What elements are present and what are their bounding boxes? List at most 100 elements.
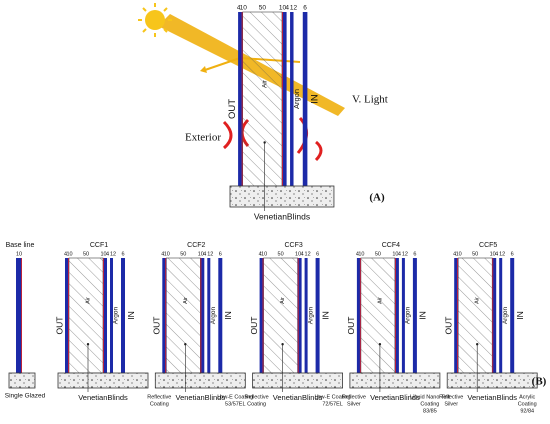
label-argon: Argon: [210, 306, 217, 324]
sill: [349, 372, 441, 389]
dimension: 4: [301, 251, 304, 257]
coating-note: 83/85: [423, 408, 437, 414]
label-air: Air: [183, 297, 189, 304]
blind-point: [263, 141, 266, 144]
panel-tag: (A): [369, 192, 385, 204]
glass-pane: [207, 258, 211, 373]
coating-note: Acrylic: [519, 394, 535, 400]
glass-pane: [304, 258, 308, 373]
panel-title: CCF1: [90, 242, 108, 249]
glass-pane: [290, 12, 294, 186]
air-gap: [68, 257, 104, 374]
glass-pane: [65, 258, 69, 373]
label-argon: Argon: [405, 306, 412, 324]
dimension: 12: [290, 5, 298, 12]
dimension: 4: [106, 251, 109, 257]
label-air: Air: [280, 297, 286, 304]
dimension: 4: [237, 5, 241, 12]
blind-point: [281, 343, 284, 346]
label-air: Air: [377, 297, 383, 304]
air-gap: [263, 257, 298, 374]
light-label: V. Light: [352, 94, 388, 106]
coating-note: 72/57EL: [322, 401, 343, 407]
label-blinds: VenetianBlinds: [78, 393, 128, 402]
dimension: 6: [219, 251, 222, 257]
panel-title: Base line: [6, 242, 35, 249]
coating-note: Reflective: [245, 394, 269, 400]
air-gap: [457, 257, 493, 374]
dimension: 6: [511, 251, 514, 257]
glass-pane: [200, 258, 205, 373]
glass-pane: [302, 12, 308, 186]
coating-note: Reflective: [439, 394, 463, 400]
panel-title: CCF5: [479, 242, 497, 249]
sill: [8, 372, 36, 389]
label-argon: Argon: [307, 306, 314, 324]
dimension: 50: [83, 251, 89, 257]
label-out: OUT: [227, 99, 238, 119]
air-gap: [166, 257, 201, 374]
dimension: 50: [375, 251, 381, 257]
glass-pane: [492, 258, 497, 373]
label-blinds: VenetianBlinds: [175, 393, 225, 402]
dimension: 4: [285, 5, 289, 12]
coating-note: Liquid Nano Tint: [410, 394, 450, 400]
label-air: Air: [475, 297, 481, 304]
label-out: OUT: [152, 317, 162, 335]
panel-title: CCF2: [187, 242, 205, 249]
glass-pane: [356, 258, 361, 373]
dimension: 10: [240, 5, 248, 12]
glass-pane: [16, 258, 22, 373]
coating-note: Low-E Coating: [217, 394, 253, 400]
dimension: 50: [472, 251, 478, 257]
coating-note: Coating: [518, 401, 537, 407]
dimension: 10: [279, 5, 287, 12]
dimension: 10: [358, 251, 364, 257]
dimension: 12: [305, 251, 311, 257]
dimension: 4: [203, 251, 206, 257]
panel-tag: (B): [532, 376, 547, 388]
dimension: 10: [295, 251, 301, 257]
label-blinds: VenetianBlinds: [254, 211, 310, 221]
glass-pane: [401, 258, 405, 373]
label-in: IN: [223, 311, 233, 320]
glass-pane: [259, 258, 264, 373]
coating-note: Reflective: [147, 394, 171, 400]
blind-point: [476, 343, 479, 346]
blind-point: [184, 343, 187, 346]
dimension: 50: [180, 251, 186, 257]
sill: [446, 372, 538, 389]
label-air: Air: [261, 79, 268, 88]
glass-pane: [499, 258, 503, 373]
glass-pane: [412, 258, 417, 373]
dimension: 4: [161, 251, 164, 257]
dimension: 12: [499, 251, 505, 257]
glass-pane: [238, 12, 243, 186]
coating-note: Silver: [444, 401, 458, 407]
label-out: OUT: [54, 317, 64, 335]
dimension: 12: [207, 251, 213, 257]
coating-note: Low-E Coating: [315, 394, 351, 400]
air-gap: [360, 257, 396, 374]
glass-pane: [297, 258, 302, 373]
coating-note: Coating: [150, 401, 169, 407]
dimension: 10: [66, 251, 72, 257]
coating-note: Coating: [420, 401, 439, 407]
sill: [57, 372, 149, 389]
coating-note: 53/57EL: [225, 401, 246, 407]
sill: [252, 372, 344, 389]
dimension: 10: [456, 251, 462, 257]
panel-title: CCF3: [284, 242, 302, 249]
label-in: IN: [320, 311, 330, 320]
glass-pane: [110, 258, 113, 373]
dimension: 10: [392, 251, 398, 257]
dimension: 4: [356, 251, 359, 257]
glass-pane: [103, 258, 107, 373]
dimension: 4: [259, 251, 262, 257]
coating-note: Silver: [347, 401, 361, 407]
glass-pane: [315, 258, 320, 373]
dimension: 10: [100, 251, 106, 257]
dimension: 10: [164, 251, 170, 257]
glass-pane: [281, 12, 287, 186]
